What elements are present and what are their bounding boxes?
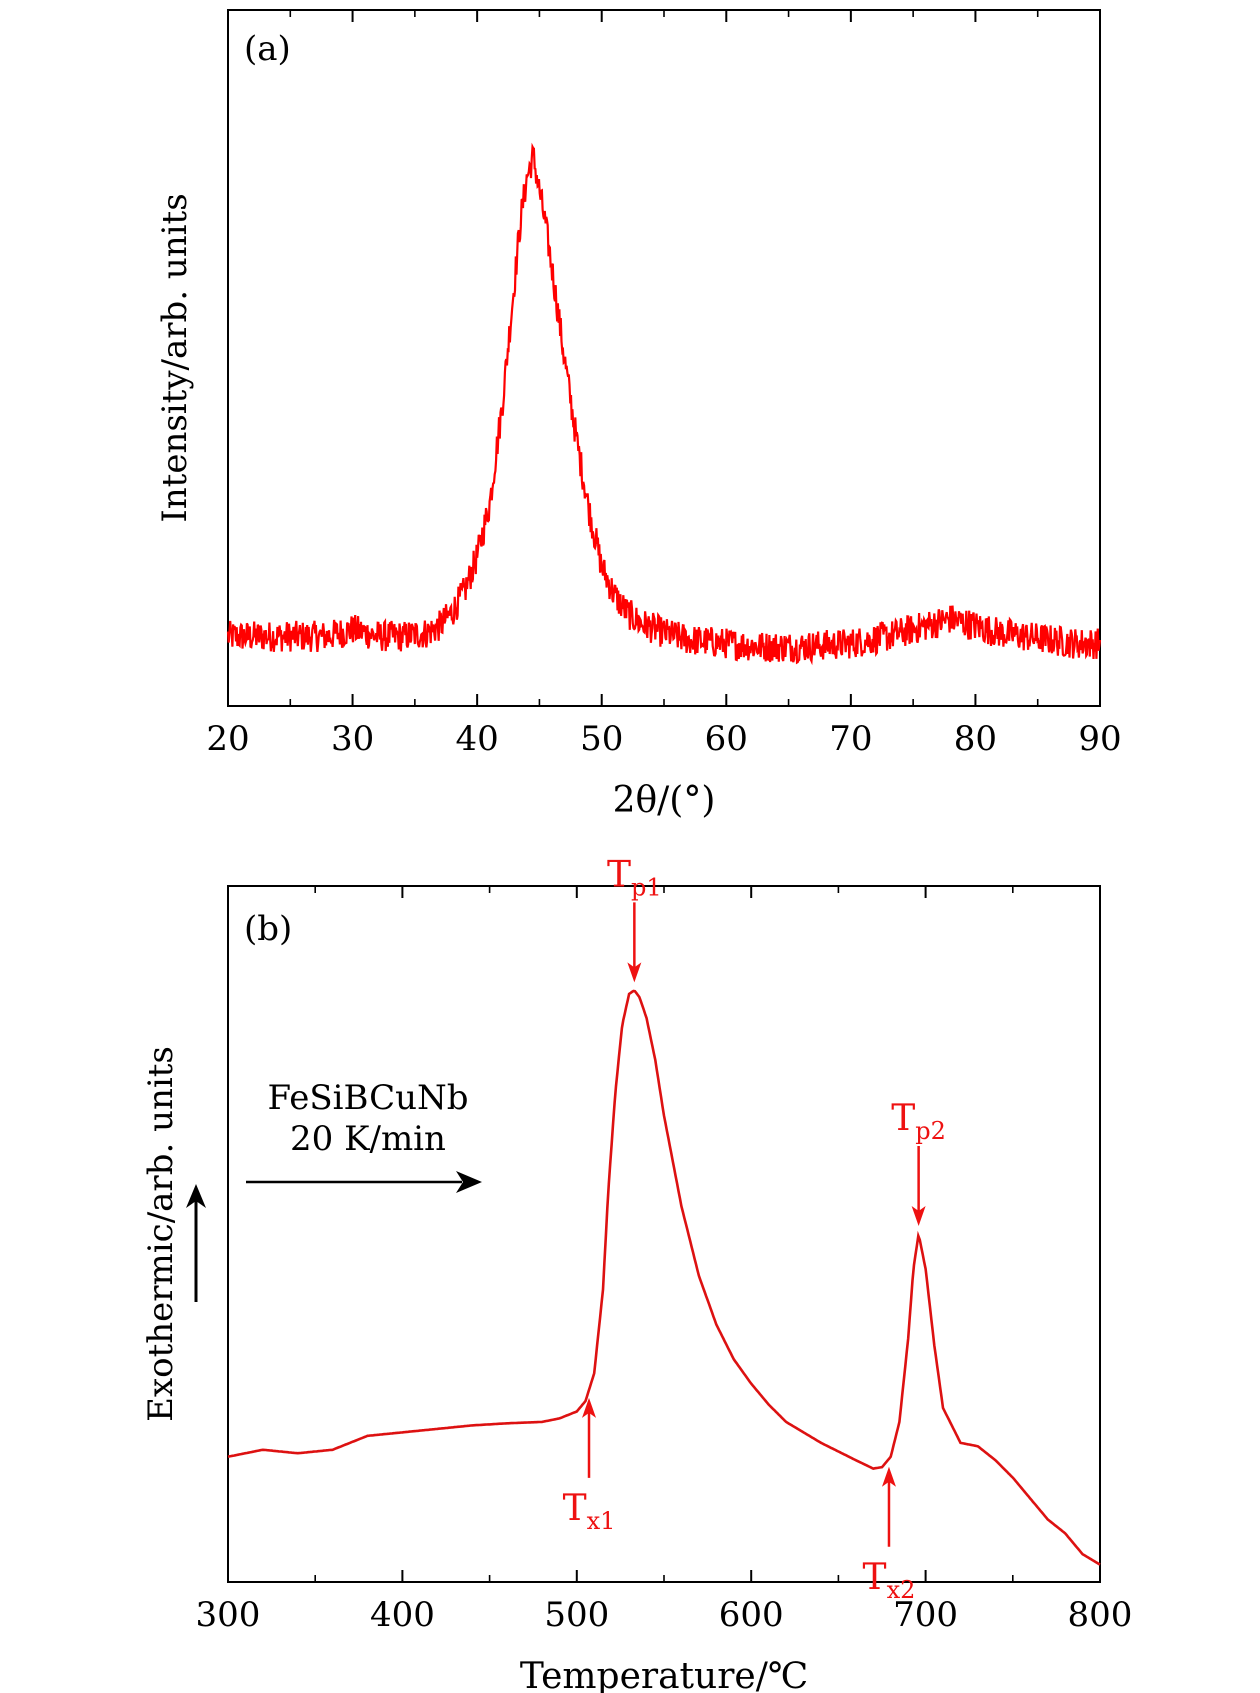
x-tick-label: 80 — [954, 719, 997, 759]
x-tick-label: 300 — [196, 1595, 261, 1635]
x-tick-label: 800 — [1068, 1595, 1133, 1635]
marker-arrow-head — [627, 962, 642, 983]
panel-b-ylabel: Exothermic/arb. units — [141, 1046, 181, 1422]
marker-arrow-head — [881, 1466, 896, 1487]
marker-label: Tp1 — [607, 854, 662, 901]
exothermic-up-arrow — [186, 1184, 206, 1302]
x-tick-label: 30 — [331, 719, 374, 759]
panel-b-xlabel: Temperature/℃ — [520, 1656, 808, 1693]
transition-markers: Tp1 Tp2 Tx1 Tx2 — [563, 854, 946, 1603]
x-tick-label: 500 — [544, 1595, 609, 1635]
marker-Tp1: Tp1 — [607, 854, 662, 983]
x-tick-label: 60 — [705, 719, 748, 759]
xrd-series-line — [226, 142, 1102, 666]
panel-a-ylabel: Intensity/arb. units — [155, 193, 195, 522]
marker-label: Tp2 — [891, 1098, 946, 1145]
marker-Tx1: Tx1 — [563, 1397, 616, 1535]
x-tick-label: 70 — [829, 719, 872, 759]
marker-Tx2: Tx2 — [863, 1466, 916, 1604]
marker-label: Tx1 — [563, 1488, 616, 1535]
x-tick-label: 400 — [370, 1595, 435, 1635]
panel-a-ticks — [227, 10, 1101, 706]
panel-b-tick-labels: 300 400 500 600 700 800 — [196, 1595, 1133, 1635]
panel-a-label: (a) — [244, 29, 291, 69]
panel-a-xlabel: 2θ/(°) — [613, 780, 716, 821]
heating-direction-arrow — [246, 1171, 482, 1193]
heating-rate: 20 K/min — [290, 1119, 446, 1159]
x-tick-label: 600 — [719, 1595, 784, 1635]
panel-a: (a) 20 30 40 50 60 70 80 90 2θ/(°) Intensity/ar… — [155, 9, 1122, 821]
marker-Tp2: Tp2 — [891, 1098, 946, 1226]
x-tick-label: 50 — [580, 719, 623, 759]
panel-b-frame — [227, 885, 1101, 1583]
marker-arrow-head — [911, 1206, 926, 1226]
marker-label: Tx2 — [863, 1557, 916, 1604]
panel-b: (b) 300 400 500 600 700 800 Temperature/℃ Exo… — [141, 854, 1132, 1693]
panel-a-frame — [227, 9, 1101, 707]
panel-b-ticks — [227, 886, 1101, 1582]
x-tick-label: 20 — [206, 719, 249, 759]
x-tick-label: 700 — [893, 1595, 958, 1635]
sample-name: FeSiBCuNb — [267, 1078, 468, 1118]
x-tick-label: 90 — [1078, 719, 1121, 759]
x-tick-label: 40 — [456, 719, 499, 759]
marker-arrow-head — [582, 1397, 597, 1418]
dsc-series-line — [227, 989, 1101, 1566]
panel-a-tick-labels: 20 30 40 50 60 70 80 90 — [206, 719, 1121, 759]
panel-b-label: (b) — [244, 909, 292, 949]
